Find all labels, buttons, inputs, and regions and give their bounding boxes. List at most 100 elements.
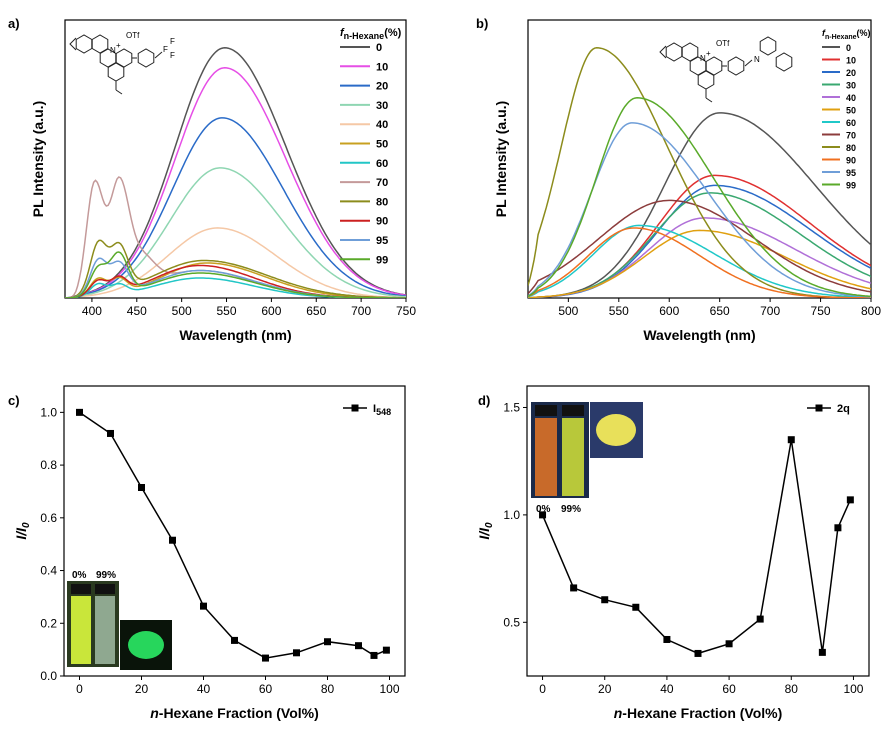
series-line-20	[65, 117, 406, 298]
ring	[665, 42, 683, 62]
x-tick-label: 500	[172, 304, 192, 318]
legend-title-sub: n-Hexane	[825, 34, 857, 41]
legend-label-30: 30	[846, 81, 856, 91]
series-line-20	[528, 184, 871, 298]
data-point-99	[382, 646, 390, 654]
data-point-80	[324, 638, 331, 646]
plot-frame	[64, 19, 407, 299]
x-axis-label-rest: -Hexane Fraction (Vol%)	[622, 705, 782, 721]
legend-label-50: 50	[846, 106, 856, 116]
data-point-99	[846, 496, 854, 504]
series-line-30	[65, 167, 406, 298]
nitrogen-label: N	[700, 54, 706, 63]
data-point-80	[787, 436, 795, 444]
phenyl-ring	[727, 56, 745, 76]
data-point-10	[107, 429, 114, 437]
data-point-0	[539, 511, 547, 519]
legend-label: 2q	[837, 403, 850, 415]
legend-label-30: 30	[376, 100, 388, 112]
data-point-90	[355, 642, 362, 650]
data-line	[541, 439, 851, 655]
x-axis-label-prefix: n	[614, 705, 623, 721]
data-point-50	[231, 636, 238, 644]
inset-label-0pct: 0%	[72, 570, 87, 581]
x-tick-label: 550	[609, 304, 629, 318]
x-tick-label: 400	[82, 304, 102, 318]
legend-label-main: 2q	[837, 403, 850, 415]
legend-label-99: 99	[846, 181, 856, 191]
ring	[75, 34, 93, 54]
legend-label: I548	[373, 403, 391, 417]
panel-label: d)	[478, 393, 490, 408]
x-axis-label: n-Hexane Fraction (Vol%)	[614, 705, 783, 721]
fluorine-label: F	[170, 37, 175, 46]
inset-label-99pct: 99%	[96, 570, 116, 581]
legend-title-unit: (%)	[857, 28, 871, 38]
series-line-0	[528, 112, 871, 298]
data-point-30	[169, 536, 176, 544]
legend-title-f: f	[340, 27, 345, 39]
legend-label-sub: 548	[376, 407, 391, 417]
x-tick-label: 750	[396, 304, 416, 318]
x-tick-label: 80	[321, 682, 335, 696]
x-tick-label: 60	[722, 682, 736, 696]
x-tick-label: 60	[259, 682, 273, 696]
cuvette-99pct	[562, 418, 584, 496]
data-point-50	[694, 649, 702, 657]
x-tick-label: 100	[379, 682, 399, 696]
legend-title-f: f	[822, 28, 826, 38]
y-axis-label-sub: 0	[484, 522, 495, 528]
cuvette-0pct	[71, 596, 91, 664]
y-tick-label: 0.2	[40, 616, 57, 630]
series-line-40	[65, 227, 406, 298]
data-point-40	[663, 635, 671, 643]
legend-label-0: 0	[376, 42, 382, 54]
y-axis-label: I/I0	[13, 522, 32, 540]
charge-label: +	[706, 49, 711, 58]
panel-label: a)	[8, 16, 20, 31]
legend-marker	[351, 404, 359, 412]
y-tick-label: 0.6	[40, 511, 57, 525]
data-point-70	[756, 615, 764, 623]
y-axis-label-main: I/I	[476, 527, 492, 540]
legend-label-80: 80	[846, 143, 856, 153]
y-tick-label: 1.5	[503, 400, 520, 414]
methoxy-bond	[705, 97, 713, 103]
x-tick-label: 800	[861, 304, 881, 318]
ring	[705, 56, 723, 76]
yellow-powder	[596, 414, 636, 446]
cuvette-0pct	[535, 418, 557, 496]
y-axis-label: PL Intensity (a.u.)	[30, 101, 46, 217]
data-point-20	[601, 596, 609, 604]
x-tick-label: 750	[811, 304, 831, 318]
data-point-0	[76, 408, 83, 416]
legend-title: fn-Hexane(%)	[822, 28, 871, 41]
counterion-label: OTf	[716, 39, 730, 48]
x-tick-label: 600	[261, 304, 281, 318]
fluorine-label: F	[170, 51, 175, 60]
data-point-60	[262, 654, 269, 662]
dioxole-bond	[659, 45, 667, 59]
x-tick-label: 700	[351, 304, 371, 318]
data-point-90	[818, 648, 826, 656]
series-line-80	[65, 239, 406, 298]
bond	[154, 51, 163, 59]
y-tick-label: 1.0	[40, 405, 57, 419]
panel-label: c)	[8, 393, 20, 408]
panel-label: b)	[476, 16, 488, 31]
molecule-structure: N+ OTf FFF	[69, 31, 175, 95]
series-line-90	[528, 227, 871, 298]
legend-label-80: 80	[376, 196, 388, 208]
legend-label-99: 99	[376, 254, 388, 266]
legend-label-40: 40	[376, 119, 388, 131]
carbazole-ring	[759, 36, 777, 56]
legend-title: fn-Hexane(%)	[340, 27, 402, 41]
x-tick-label: 20	[135, 682, 149, 696]
cuvette-cap	[95, 584, 115, 594]
dioxole-bond	[69, 37, 77, 51]
legend-marker	[815, 404, 823, 412]
x-tick-label: 650	[710, 304, 730, 318]
x-axis-label: Wavelength (nm)	[179, 327, 291, 343]
legend-label-90: 90	[376, 216, 388, 228]
